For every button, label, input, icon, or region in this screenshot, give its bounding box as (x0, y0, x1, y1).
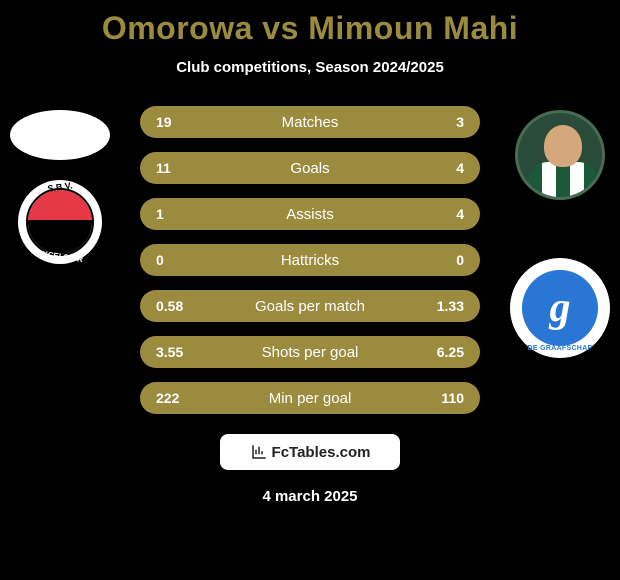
stat-right-value: 1.33 (424, 298, 464, 314)
stat-right-value: 4 (424, 206, 464, 222)
stat-right-value: 3 (424, 114, 464, 130)
stat-right-value: 110 (424, 390, 464, 406)
stat-label: Goals (290, 160, 329, 177)
stat-left-value: 3.55 (156, 344, 196, 360)
page-title: Omorowa vs Mimoun Mahi (0, 0, 620, 47)
stat-row: 0 Hattricks 0 (140, 244, 480, 276)
stat-label: Assists (286, 206, 334, 223)
stat-row: 0.58 Goals per match 1.33 (140, 290, 480, 322)
stat-label: Shots per goal (262, 344, 359, 361)
stat-left-value: 19 (156, 114, 196, 130)
stat-left-value: 0 (156, 252, 196, 268)
stat-right-value: 0 (424, 252, 464, 268)
stat-label: Min per goal (269, 390, 352, 407)
footer-brand-text: FcTables.com (272, 444, 371, 461)
stat-label: Matches (282, 114, 339, 131)
stat-right-value: 6.25 (424, 344, 464, 360)
subtitle: Club competitions, Season 2024/2025 (0, 59, 620, 76)
stat-row: 3.55 Shots per goal 6.25 (140, 336, 480, 368)
stat-left-value: 222 (156, 390, 196, 406)
stat-row: 1 Assists 4 (140, 198, 480, 230)
stat-left-value: 1 (156, 206, 196, 222)
stat-right-value: 4 (424, 160, 464, 176)
stat-row: 19 Matches 3 (140, 106, 480, 138)
stat-row: 222 Min per goal 110 (140, 382, 480, 414)
stat-row: 11 Goals 4 (140, 152, 480, 184)
footer-badge[interactable]: FcTables.com (220, 434, 400, 470)
stat-left-value: 11 (156, 160, 196, 176)
stats-container: 19 Matches 3 11 Goals 4 1 Assists 4 0 Ha… (0, 106, 620, 414)
stat-label: Hattricks (281, 252, 339, 269)
chart-icon (250, 443, 268, 461)
date-text: 4 march 2025 (0, 488, 620, 505)
stat-left-value: 0.58 (156, 298, 196, 314)
stat-label: Goals per match (255, 298, 365, 315)
